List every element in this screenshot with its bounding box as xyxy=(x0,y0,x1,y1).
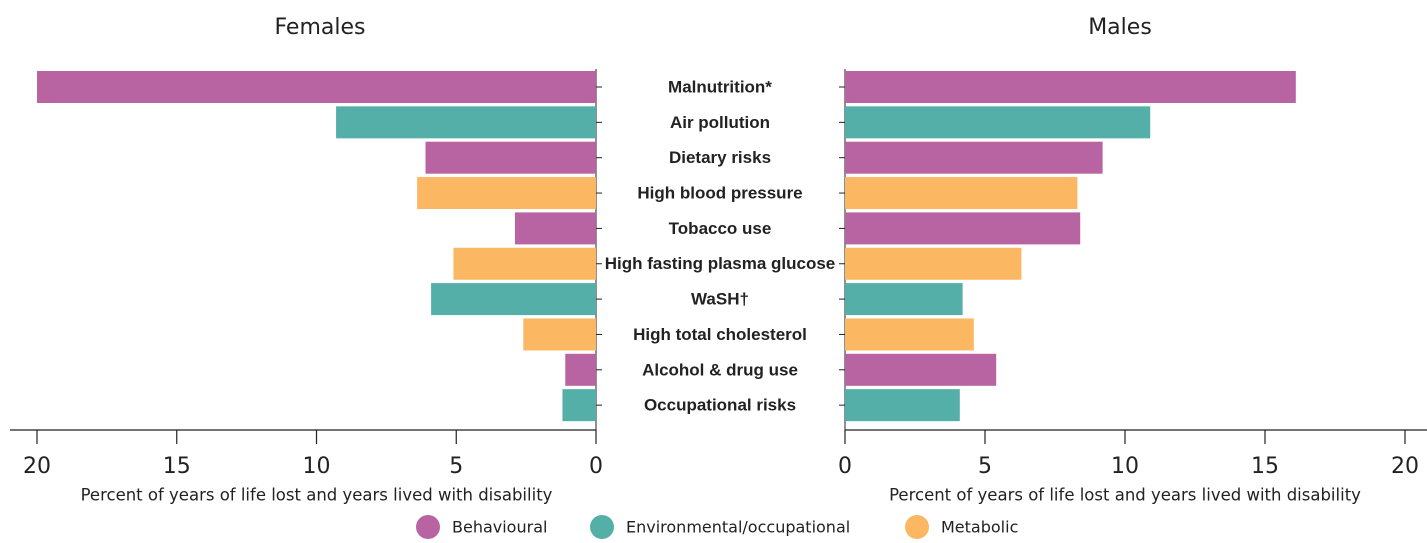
bar xyxy=(845,71,1296,103)
x-tick-label: 5 xyxy=(978,454,992,479)
legend-label: Metabolic xyxy=(941,518,1018,537)
bar xyxy=(565,353,596,386)
bar xyxy=(37,71,596,103)
bar xyxy=(431,283,596,316)
x-tick-label: 10 xyxy=(303,454,331,479)
bar xyxy=(562,389,596,422)
bar xyxy=(417,177,596,210)
x-tick-label: 15 xyxy=(1251,454,1279,479)
category-label: Air pollution xyxy=(670,113,770,132)
bar xyxy=(845,318,974,351)
panel-title: Males xyxy=(1088,15,1152,40)
category-label: Malnutrition* xyxy=(668,77,772,96)
category-label: Occupational risks xyxy=(644,396,796,415)
x-axis-label: Percent of years of life lost and years … xyxy=(81,486,553,505)
bar xyxy=(845,283,963,316)
category-label: High total cholesterol xyxy=(633,325,807,344)
x-tick-label: 10 xyxy=(1111,454,1139,479)
legend-swatch xyxy=(905,515,929,539)
bar xyxy=(845,106,1151,139)
legend-label: Behavioural xyxy=(452,518,547,537)
bar xyxy=(845,389,960,422)
bar xyxy=(845,212,1081,245)
x-tick-label: 0 xyxy=(838,454,852,479)
legend-swatch xyxy=(416,515,440,539)
category-label: Dietary risks xyxy=(669,148,771,167)
category-label: WaSH† xyxy=(691,290,749,309)
legend-label: Environmental/occupational xyxy=(626,518,850,537)
x-tick-label: 15 xyxy=(163,454,191,479)
x-tick-label: 20 xyxy=(23,454,51,479)
bar xyxy=(425,141,596,174)
bar xyxy=(845,141,1103,174)
legend-swatch xyxy=(590,515,614,539)
x-axis-label: Percent of years of life lost and years … xyxy=(889,486,1361,505)
panel-title: Females xyxy=(274,15,365,40)
category-label: Alcohol & drug use xyxy=(642,360,798,379)
category-label: High blood pressure xyxy=(637,184,802,203)
bar xyxy=(845,247,1022,280)
bar xyxy=(336,106,596,139)
bar xyxy=(453,247,596,280)
bar xyxy=(523,318,596,351)
bar xyxy=(845,177,1078,210)
x-tick-label: 20 xyxy=(1391,454,1419,479)
category-label: High fasting plasma glucose xyxy=(605,254,836,273)
bar xyxy=(845,353,997,386)
x-tick-label: 0 xyxy=(589,454,603,479)
bar xyxy=(514,212,596,245)
x-tick-label: 5 xyxy=(449,454,463,479)
category-label: Tobacco use xyxy=(669,219,772,238)
